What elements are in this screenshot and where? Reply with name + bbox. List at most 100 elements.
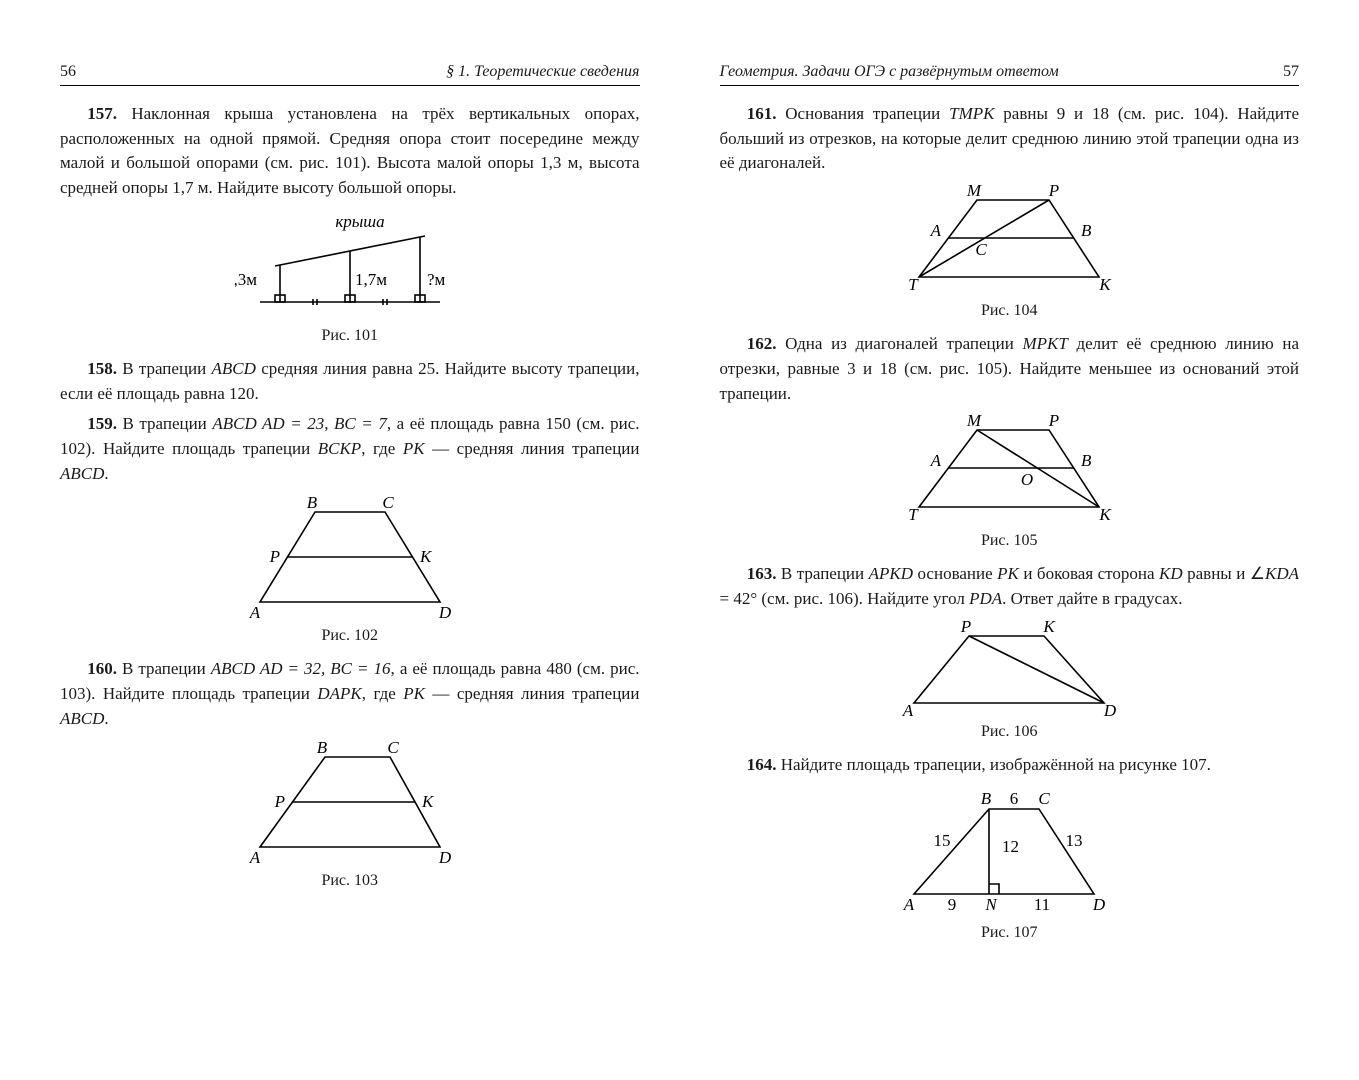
fig104-C: C bbox=[976, 240, 988, 259]
figure-101-caption: Рис. 101 bbox=[60, 324, 640, 347]
p161-b: TMPK bbox=[949, 104, 994, 123]
figure-106: P K A D Рис. 106 bbox=[720, 618, 1300, 743]
fig103-A: A bbox=[249, 848, 261, 867]
fig102-K: K bbox=[419, 547, 433, 566]
fig107-N: N bbox=[985, 895, 999, 914]
figure-106-svg: P K A D bbox=[894, 618, 1124, 718]
fig106-A: A bbox=[902, 701, 914, 718]
svg-text:1,7м: 1,7м bbox=[355, 270, 387, 289]
figure-107-caption: Рис. 107 bbox=[720, 921, 1300, 944]
fig107-cd: 13 bbox=[1066, 831, 1083, 850]
problem-158-number: 158. bbox=[87, 359, 117, 378]
figure-104-caption: Рис. 104 bbox=[720, 299, 1300, 322]
p159-g: — средняя линия трапеции bbox=[425, 439, 640, 458]
page-spread: 56 § 1. Теоретические сведения 157. Накл… bbox=[0, 0, 1359, 1080]
fig107-ab: 15 bbox=[934, 831, 951, 850]
p160-f: PK bbox=[403, 684, 425, 703]
fig107-bc: 6 bbox=[1010, 789, 1019, 808]
problem-163-number: 163. bbox=[747, 564, 777, 583]
p159-d: BCKP bbox=[318, 439, 361, 458]
p162-a: Одна из диагоналей трапеции bbox=[776, 334, 1022, 353]
page-number-left: 56 bbox=[60, 60, 76, 83]
problem-157: 157. Наклонная крыша установлена на трёх… bbox=[60, 102, 640, 201]
problem-163: 163. В трапеции APKD основание PK и боко… bbox=[720, 562, 1300, 611]
p161-a: Основания трапеции bbox=[776, 104, 949, 123]
fig104-P: P bbox=[1048, 182, 1059, 200]
running-head-left: 56 § 1. Теоретические сведения bbox=[60, 60, 640, 86]
fig107-C: C bbox=[1039, 789, 1051, 808]
figure-103: B C P K A D Рис. 103 bbox=[60, 737, 640, 892]
figure-105: M P A B O T K Рис. 105 bbox=[720, 412, 1300, 552]
fig107-an: 9 bbox=[948, 895, 957, 914]
fig105-M: M bbox=[966, 412, 982, 430]
fig103-B: B bbox=[317, 738, 328, 757]
fig107-D: D bbox=[1092, 895, 1106, 914]
figure-107-svg: B C A N D 6 15 12 13 9 11 bbox=[894, 784, 1124, 919]
fig102-D: D bbox=[438, 603, 452, 622]
page-left: 56 § 1. Теоретические сведения 157. Накл… bbox=[30, 40, 680, 1050]
p159-e: , где bbox=[361, 439, 403, 458]
p160-b: ABCD AD = 32, BC = 16 bbox=[211, 659, 391, 678]
page-number-right: 57 bbox=[1283, 60, 1299, 83]
figure-105-svg: M P A B O T K bbox=[899, 412, 1119, 527]
running-head-right: Геометрия. Задачи ОГЭ с развёрнутым отве… bbox=[720, 60, 1300, 86]
figure-106-caption: Рис. 106 bbox=[720, 720, 1300, 743]
fig104-B: B bbox=[1081, 221, 1092, 240]
fig104-K: K bbox=[1099, 275, 1113, 294]
fig102-C: C bbox=[382, 493, 394, 512]
figure-102-caption: Рис. 102 bbox=[60, 624, 640, 647]
p160-i: . bbox=[104, 709, 108, 728]
problem-157-text: Наклонная крыша установлена на трёх верт… bbox=[60, 104, 640, 197]
problem-160: 160. В трапеции ABCD AD = 32, BC = 16, а… bbox=[60, 657, 640, 731]
p158-b: ABCD bbox=[212, 359, 256, 378]
figure-103-svg: B C P K A D bbox=[230, 737, 470, 867]
fig105-K: K bbox=[1099, 505, 1113, 524]
figure-102-svg: B C P K A D bbox=[230, 492, 470, 622]
p159-b: ABCD AD = 23, BC = 7 bbox=[212, 414, 386, 433]
problem-164: 164. Найдите площадь трапеции, изображён… bbox=[720, 753, 1300, 778]
running-title-left: § 1. Теоретические сведения bbox=[446, 60, 639, 83]
problem-158: 158. В трапеции ABCD средняя линия равна… bbox=[60, 357, 640, 406]
fig105-O: O bbox=[1021, 470, 1033, 489]
fig102-A: A bbox=[249, 603, 261, 622]
p160-d: DAPK bbox=[317, 684, 361, 703]
figure-101: крыша 1,3м 1,7м ?м Рис. 101 bbox=[60, 207, 640, 347]
figure-104: M P A B C T K Рис. 104 bbox=[720, 182, 1300, 322]
figure-107: B C A N D 6 15 12 13 9 11 Рис. 107 bbox=[720, 784, 1300, 944]
fig107-A: A bbox=[903, 895, 915, 914]
problem-159-number: 159. bbox=[87, 414, 117, 433]
fig101-roof-label: крыша bbox=[335, 212, 384, 231]
p163-i: = 42° (см. рис. 106). Найдите угол bbox=[720, 589, 970, 608]
p163-d: PK bbox=[997, 564, 1019, 583]
p163-b: APKD bbox=[869, 564, 913, 583]
p163-h: KDA bbox=[1265, 564, 1299, 583]
p163-a: В трапеции bbox=[776, 564, 868, 583]
p163-c: основание bbox=[913, 564, 997, 583]
p164-a: Найдите площадь трапеции, изображённой н… bbox=[776, 755, 1210, 774]
p163-j: PDA bbox=[969, 589, 1002, 608]
p160-g: — средняя линия трапеции bbox=[425, 684, 640, 703]
fig104-M: M bbox=[966, 182, 982, 200]
fig101-h-mid: 1,7м bbox=[355, 270, 387, 289]
p159-i: . bbox=[104, 464, 108, 483]
fig102-P: P bbox=[268, 547, 279, 566]
fig101-h-small: 1,3м bbox=[235, 270, 257, 289]
p159-f: PK bbox=[403, 439, 425, 458]
p160-a: В трапеции bbox=[117, 659, 211, 678]
fig102-B: B bbox=[307, 493, 318, 512]
problem-161-number: 161. bbox=[747, 104, 777, 123]
problem-162-number: 162. bbox=[747, 334, 777, 353]
problem-160-number: 160. bbox=[87, 659, 117, 678]
fig103-K: K bbox=[421, 792, 435, 811]
p162-b: MPKT bbox=[1022, 334, 1067, 353]
fig107-B: B bbox=[981, 789, 992, 808]
fig107-h: 12 bbox=[1002, 837, 1019, 856]
p160-e: , где bbox=[362, 684, 403, 703]
figure-103-caption: Рис. 103 bbox=[60, 869, 640, 892]
fig104-A: A bbox=[930, 221, 942, 240]
figure-105-caption: Рис. 105 bbox=[720, 529, 1300, 552]
figure-101-svg: крыша 1,3м 1,7м ?м bbox=[235, 207, 465, 322]
fig103-D: D bbox=[438, 848, 452, 867]
fig105-P: P bbox=[1048, 412, 1059, 430]
problem-164-number: 164. bbox=[747, 755, 777, 774]
